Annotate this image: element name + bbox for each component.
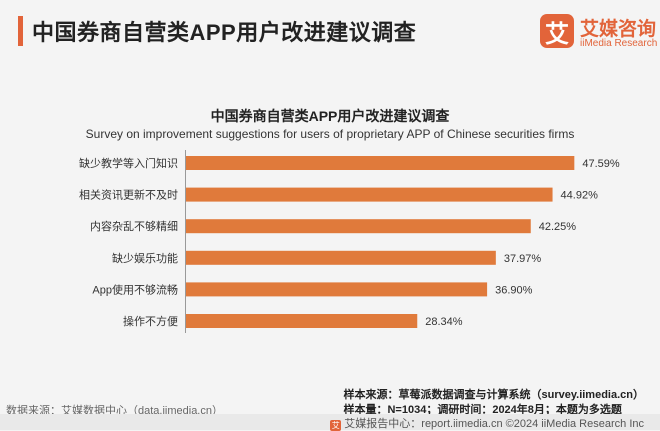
value-label: 42.25% — [539, 221, 577, 233]
value-label: 47.59% — [582, 158, 620, 170]
sample-info: 样本来源：草莓派数据调查与计算系统（survey.iimedia.cn） 样本量… — [343, 388, 644, 418]
chart-title: 中国券商自营类APP用户改进建议调查 — [210, 108, 450, 124]
footer-logo-icon: 艾 — [330, 420, 342, 431]
footer-bar-text: 艾艾媒报告中心：report.iimedia.cn ©2024 iiMedia … — [330, 415, 644, 431]
category-label: 操作不方便 — [123, 314, 178, 328]
sample-source: 样本来源：草莓派数据调查与计算系统（survey.iimedia.cn） — [343, 389, 644, 401]
category-label: 缺少教学等入门知识 — [79, 156, 178, 170]
logo-english-text: iiMedia Research — [580, 38, 658, 49]
value-label: 37.97% — [504, 253, 542, 265]
report-center-link[interactable]: 艾媒报告中心：report.iimedia.cn ©2024 iiMedia R… — [344, 418, 644, 430]
category-label: 内容杂乱不够精细 — [90, 219, 178, 233]
chart-subtitle: Survey on improvement suggestions for us… — [85, 127, 575, 141]
bar — [186, 282, 488, 297]
category-label: 相关资讯更新不及时 — [79, 188, 178, 202]
bar — [186, 250, 496, 265]
sample-size: 样本量：N=1034；调研时间：2024年8月；本题为多选题 — [343, 404, 622, 416]
logo-chinese-text: 艾媒咨询 — [580, 19, 657, 40]
bar — [186, 156, 575, 170]
category-label: App使用不够流畅 — [92, 282, 178, 296]
title-accent-bar — [18, 16, 23, 46]
bar — [186, 219, 531, 234]
footer-bar: 艾艾媒报告中心：report.iimedia.cn ©2024 iiMedia … — [0, 414, 660, 431]
header: 中国券商自营类APP用户改进建议调查 艾 艾媒咨询 iiMedia Resear… — [0, 0, 660, 62]
value-label: 44.92% — [561, 190, 599, 202]
value-label: 36.90% — [495, 284, 533, 296]
category-label: 缺少娱乐功能 — [112, 251, 178, 265]
logo-mark-icon: 艾 — [540, 14, 574, 48]
value-label: 28.34% — [425, 316, 463, 328]
bar — [186, 314, 418, 328]
page-title: 中国券商自营类APP用户改进建议调查 — [32, 20, 417, 45]
iimedia-logo: 艾 艾媒咨询 iiMedia Research — [540, 14, 658, 54]
bar — [186, 187, 553, 202]
